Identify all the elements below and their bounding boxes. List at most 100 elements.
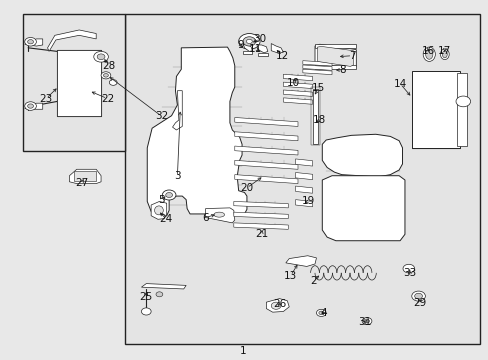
Text: 5: 5 bbox=[158, 195, 165, 204]
Polygon shape bbox=[283, 90, 312, 96]
Bar bbox=[411, 71, 459, 148]
Circle shape bbox=[362, 318, 371, 325]
Text: 1: 1 bbox=[239, 346, 246, 356]
Text: 20: 20 bbox=[240, 183, 253, 193]
Ellipse shape bbox=[442, 51, 447, 58]
Circle shape bbox=[165, 193, 172, 198]
Ellipse shape bbox=[422, 47, 434, 62]
Polygon shape bbox=[322, 176, 404, 241]
Polygon shape bbox=[47, 30, 96, 51]
Polygon shape bbox=[234, 117, 297, 126]
Circle shape bbox=[28, 40, 33, 44]
Text: 31: 31 bbox=[358, 317, 371, 327]
Bar bbox=[314, 44, 356, 48]
Text: 14: 14 bbox=[393, 78, 406, 89]
Text: 7: 7 bbox=[348, 51, 355, 61]
Circle shape bbox=[243, 37, 255, 46]
Polygon shape bbox=[283, 74, 312, 81]
Bar bbox=[74, 171, 96, 181]
Text: 3: 3 bbox=[174, 171, 181, 181]
Text: 15: 15 bbox=[311, 83, 325, 93]
Text: 26: 26 bbox=[272, 299, 285, 309]
Text: 12: 12 bbox=[275, 51, 288, 61]
Polygon shape bbox=[172, 91, 182, 130]
Circle shape bbox=[109, 80, 117, 85]
Circle shape bbox=[156, 292, 163, 297]
Circle shape bbox=[238, 33, 260, 49]
Text: 24: 24 bbox=[159, 213, 172, 224]
Text: 22: 22 bbox=[101, 94, 114, 104]
Circle shape bbox=[402, 264, 414, 273]
Polygon shape bbox=[322, 134, 402, 176]
Polygon shape bbox=[283, 82, 312, 89]
Ellipse shape bbox=[440, 49, 448, 60]
Polygon shape bbox=[302, 61, 331, 66]
Circle shape bbox=[318, 311, 323, 315]
Circle shape bbox=[316, 309, 325, 316]
Polygon shape bbox=[234, 132, 297, 141]
Polygon shape bbox=[233, 202, 287, 208]
Text: 30: 30 bbox=[253, 34, 266, 44]
Text: 13: 13 bbox=[284, 271, 297, 281]
Bar bbox=[312, 89, 318, 144]
Polygon shape bbox=[233, 223, 287, 229]
Text: 4: 4 bbox=[319, 308, 326, 318]
Polygon shape bbox=[295, 159, 312, 166]
Polygon shape bbox=[205, 208, 234, 223]
Text: 21: 21 bbox=[254, 229, 267, 239]
Polygon shape bbox=[234, 175, 297, 184]
Circle shape bbox=[97, 54, 105, 60]
Polygon shape bbox=[25, 39, 42, 46]
Text: 29: 29 bbox=[412, 298, 426, 308]
Circle shape bbox=[246, 39, 252, 44]
Text: 18: 18 bbox=[313, 115, 326, 125]
Polygon shape bbox=[317, 46, 353, 66]
Polygon shape bbox=[25, 103, 42, 109]
Polygon shape bbox=[233, 212, 287, 219]
Bar bbox=[314, 65, 356, 68]
Bar bbox=[310, 87, 320, 145]
Polygon shape bbox=[314, 44, 356, 68]
Text: 27: 27 bbox=[75, 178, 88, 188]
Bar bbox=[23, 14, 125, 152]
Polygon shape bbox=[234, 146, 297, 155]
Circle shape bbox=[414, 293, 422, 299]
Text: 6: 6 bbox=[202, 212, 208, 222]
Text: 2: 2 bbox=[309, 276, 316, 286]
Polygon shape bbox=[295, 200, 312, 207]
Circle shape bbox=[25, 102, 36, 111]
Circle shape bbox=[28, 104, 33, 108]
Polygon shape bbox=[234, 160, 297, 169]
Circle shape bbox=[271, 302, 281, 309]
Circle shape bbox=[94, 51, 108, 62]
Ellipse shape bbox=[425, 49, 432, 59]
Text: 23: 23 bbox=[40, 94, 53, 104]
Polygon shape bbox=[283, 98, 312, 104]
Bar bbox=[258, 53, 267, 56]
Polygon shape bbox=[151, 202, 166, 219]
Circle shape bbox=[411, 291, 425, 301]
Bar bbox=[243, 51, 251, 54]
Circle shape bbox=[455, 96, 469, 107]
Bar bbox=[57, 50, 101, 116]
Polygon shape bbox=[147, 47, 246, 217]
Text: 32: 32 bbox=[155, 111, 168, 121]
Bar bbox=[125, 14, 479, 344]
Polygon shape bbox=[271, 44, 283, 53]
Text: 10: 10 bbox=[286, 78, 299, 88]
Polygon shape bbox=[302, 65, 331, 70]
Text: 28: 28 bbox=[102, 61, 116, 71]
Text: 11: 11 bbox=[248, 44, 261, 54]
Circle shape bbox=[25, 37, 36, 46]
Polygon shape bbox=[266, 298, 288, 312]
Text: 16: 16 bbox=[421, 46, 434, 56]
Polygon shape bbox=[295, 186, 312, 193]
Text: 25: 25 bbox=[140, 292, 153, 302]
Ellipse shape bbox=[213, 212, 224, 217]
Text: 17: 17 bbox=[437, 46, 450, 56]
Polygon shape bbox=[285, 256, 316, 266]
Text: 8: 8 bbox=[339, 65, 346, 75]
Polygon shape bbox=[243, 44, 252, 51]
Polygon shape bbox=[258, 45, 267, 53]
Circle shape bbox=[162, 190, 176, 200]
